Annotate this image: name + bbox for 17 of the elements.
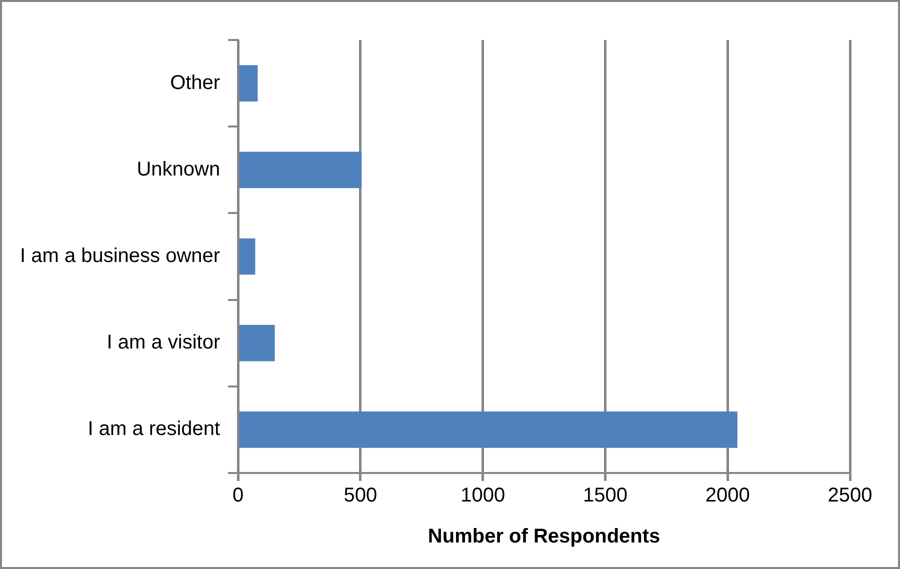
y-tick-label: Unknown xyxy=(136,158,220,180)
x-tick-label: 1500 xyxy=(582,484,628,507)
x-tick-label: 0 xyxy=(232,484,244,507)
x-tick-label: 500 xyxy=(344,484,378,507)
x-axis-title: Number of Respondents xyxy=(428,526,660,548)
x-tick-label: 2500 xyxy=(828,484,872,507)
y-tick-label: I am a resident xyxy=(88,418,221,440)
bar xyxy=(239,324,275,362)
bar xyxy=(239,65,258,102)
bar xyxy=(239,238,256,275)
x-tick-label: 1000 xyxy=(460,484,506,507)
bar xyxy=(239,412,738,448)
y-tick-label: Other xyxy=(170,72,220,94)
y-tick-label: I am a business owner xyxy=(20,245,220,268)
x-tick-label: 2000 xyxy=(705,484,750,507)
y-tick-label: I am a visitor xyxy=(106,332,220,354)
bar xyxy=(239,152,362,188)
